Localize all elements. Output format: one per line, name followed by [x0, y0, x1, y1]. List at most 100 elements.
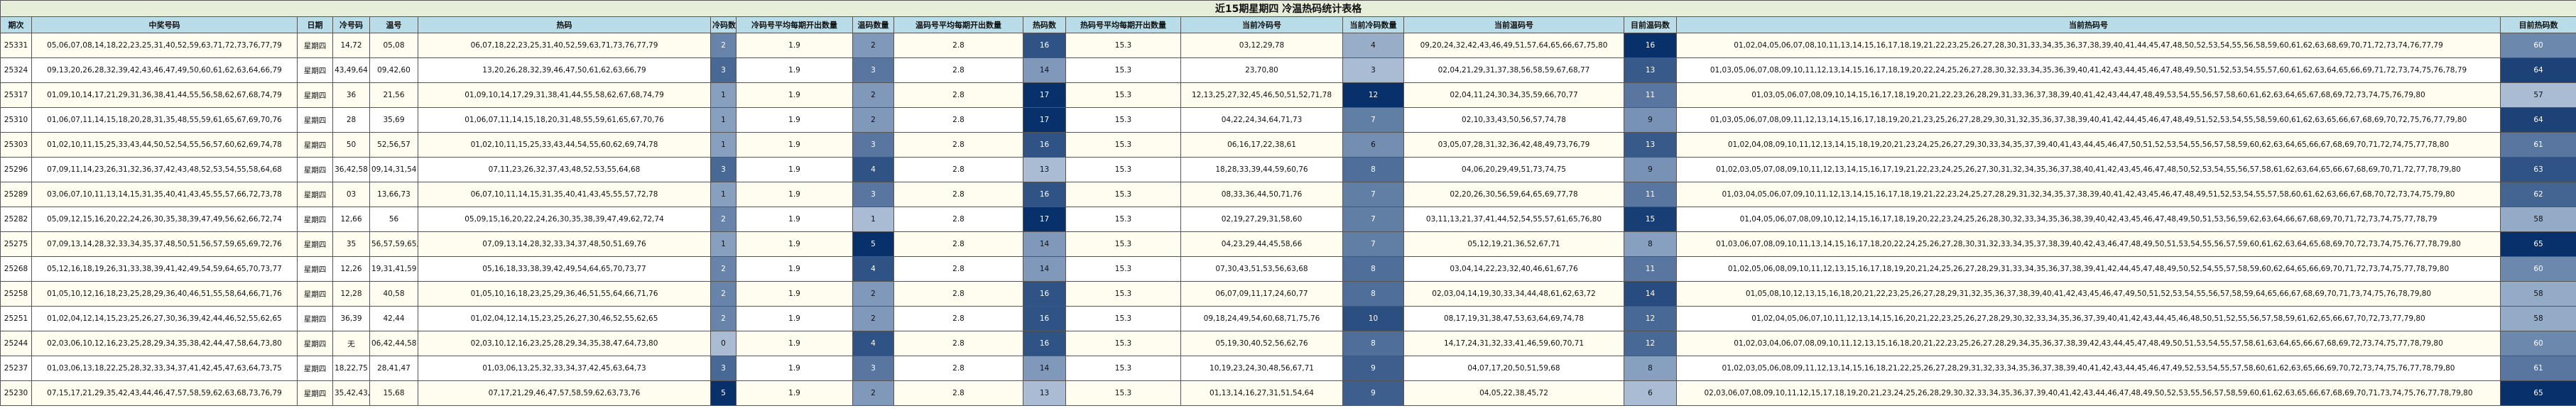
cell: 50 — [332, 132, 370, 158]
data-row: 25289 03,06,07,10,11,13,14,15,31,35,40,41… — [0, 182, 2576, 207]
cell: 02,04,21,29,31,37,38,56,58,59,67,68,77 — [1403, 57, 1624, 83]
cell: 1.9 — [736, 132, 853, 158]
cell: 5 — [852, 231, 894, 257]
cell: 2.8 — [893, 182, 1023, 207]
column-header: 冷码数 — [710, 16, 737, 33]
cell: 7 — [1342, 107, 1404, 133]
cell: 01,04,05,06,07,08,09,10,12,14,15,16,17,1… — [1676, 207, 2501, 232]
cell: 01,02,03,05,06,08,09,11,12,13,14,15,16,1… — [1676, 356, 2501, 381]
table-body: 25331 05,06,07,08,14,18,22,23,25,31,40,52… — [0, 33, 2576, 406]
cell: 13,66,73 — [369, 182, 418, 207]
cell: 05,08 — [369, 33, 418, 58]
cell: 15.3 — [1065, 107, 1181, 133]
cell: 9 — [1342, 356, 1404, 381]
data-row: 25258 01,05,10,12,16,18,23,25,28,29,36,40… — [0, 281, 2576, 307]
cell: 7 — [1342, 231, 1404, 257]
data-row: 25324 09,13,20,26,28,32,39,42,43,46,47,49… — [0, 57, 2576, 83]
column-header: 冷号码 — [332, 16, 370, 33]
cell: 1.9 — [736, 207, 853, 232]
cell: 42,44 — [369, 306, 418, 331]
cell: 23,70,80 — [1180, 57, 1343, 83]
cell: 64 — [2499, 107, 2576, 133]
cell: 02,03,06,10,12,16,23,25,28,29,34,35,38,4… — [31, 331, 298, 356]
cell: 61 — [2499, 356, 2576, 381]
cell: 1.9 — [736, 256, 853, 282]
cell: 3 — [710, 356, 737, 381]
cell: 8 — [1624, 231, 1677, 257]
cell: 01,05,08,10,12,13,15,16,18,20,21,22,23,2… — [1676, 281, 2501, 307]
column-header: 温号 — [369, 16, 418, 33]
column-header: 当前热码号 — [1676, 16, 2501, 33]
cell: 13,20,26,28,32,39,46,47,50,61,62,63,66,7… — [418, 57, 711, 83]
cell: 星期四 — [297, 207, 333, 232]
data-row: 25237 01,03,06,13,18,22,25,28,32,33,34,37… — [0, 356, 2576, 381]
cell: 无 — [332, 331, 370, 356]
cell: 15.3 — [1065, 231, 1181, 257]
cell: 2.8 — [893, 306, 1023, 331]
cell: 02,03,10,12,16,23,25,28,29,34,35,38,47,6… — [418, 331, 711, 356]
cell: 25303 — [0, 132, 32, 158]
cell: 01,06,07,11,14,15,18,20,31,48,55,59,61,6… — [418, 107, 711, 133]
cell: 1 — [852, 207, 894, 232]
cell: 13 — [1023, 380, 1066, 406]
cell: 04,07,17,20,50,51,59,68 — [1403, 356, 1624, 381]
cell: 16 — [1624, 33, 1677, 58]
cell: 07,09,13,14,28,32,33,34,37,48,50,51,69,7… — [418, 231, 711, 257]
cell: 04,06,20,29,49,51,73,74,75 — [1403, 157, 1624, 182]
cell: 星期四 — [297, 157, 333, 182]
cell: 星期四 — [297, 231, 333, 257]
cell: 28 — [332, 107, 370, 133]
cell: 43,49,64 — [332, 57, 370, 83]
cell: 60 — [2499, 33, 2576, 58]
cell: 01,05,10,16,18,23,25,29,36,46,51,55,64,6… — [418, 281, 711, 307]
cell: 09,14,31,54 — [369, 157, 418, 182]
cell: 02,10,33,43,50,56,57,74,78 — [1403, 107, 1624, 133]
cell: 02,20,26,30,56,59,64,65,69,77,78 — [1403, 182, 1624, 207]
cell: 06,07,18,22,23,25,31,40,52,59,63,71,73,7… — [418, 33, 711, 58]
cell: 7 — [1342, 182, 1404, 207]
cell: 12,26 — [332, 256, 370, 282]
cell: 09,42,60 — [369, 57, 418, 83]
table-title: 近15期星期四 冷温热码统计表格 — [0, 0, 2576, 17]
cell: 25268 — [0, 256, 32, 282]
cell: 3 — [852, 132, 894, 158]
cell: 星期四 — [297, 132, 333, 158]
cell: 星期四 — [297, 107, 333, 133]
cell: 2 — [710, 33, 737, 58]
cell: 56,57,59,65,72 — [369, 231, 418, 257]
cell: 5 — [710, 380, 737, 406]
column-header: 期次 — [0, 16, 32, 33]
cell: 35 — [332, 231, 370, 257]
cell: 03,12,29,78 — [1180, 33, 1343, 58]
cell: 15.3 — [1065, 281, 1181, 307]
header-row: 期次 中奖号码 日期 冷号码 温号 热码 冷码数 冷码号平均每期开出数量 温码数量 温码号平均每期… — [0, 16, 2576, 33]
cell: 2.8 — [893, 231, 1023, 257]
cell: 星期四 — [297, 380, 333, 406]
cell: 12 — [1624, 331, 1677, 356]
cell: 2 — [852, 281, 894, 307]
cell: 14 — [1023, 256, 1066, 282]
cell: 17 — [1023, 207, 1066, 232]
cell: 05,12,19,21,36,52,67,71 — [1403, 231, 1624, 257]
cell: 01,09,10,14,17,21,29,31,36,38,41,44,55,5… — [31, 82, 298, 108]
cell: 07,09,13,14,28,32,33,34,35,37,48,50,51,5… — [31, 231, 298, 257]
cell: 15.3 — [1065, 33, 1181, 58]
cell: 04,22,24,34,64,71,73 — [1180, 107, 1343, 133]
cell: 06,42,44,58 — [369, 331, 418, 356]
cell: 61 — [2499, 132, 2576, 158]
cell: 16 — [1023, 306, 1066, 331]
cell: 1.9 — [736, 157, 853, 182]
cell: 05,16,18,33,38,39,42,49,54,64,65,70,73,7… — [418, 256, 711, 282]
cell: 1.9 — [736, 231, 853, 257]
cell: 星期四 — [297, 82, 333, 108]
column-header: 中奖号码 — [31, 16, 298, 33]
cell: 2 — [852, 107, 894, 133]
column-header: 日期 — [297, 16, 333, 33]
cell: 01,02,04,08,09,10,11,12,13,14,15,18,19,2… — [1676, 132, 2501, 158]
cell: 2.8 — [893, 132, 1023, 158]
cell: 14,17,24,31,32,33,41,46,59,60,70,71 — [1403, 331, 1624, 356]
cell: 25324 — [0, 57, 32, 83]
column-header: 当前温码号 — [1403, 16, 1624, 33]
cell: 9 — [1342, 380, 1404, 406]
cell: 08,33,36,44,50,71,76 — [1180, 182, 1343, 207]
